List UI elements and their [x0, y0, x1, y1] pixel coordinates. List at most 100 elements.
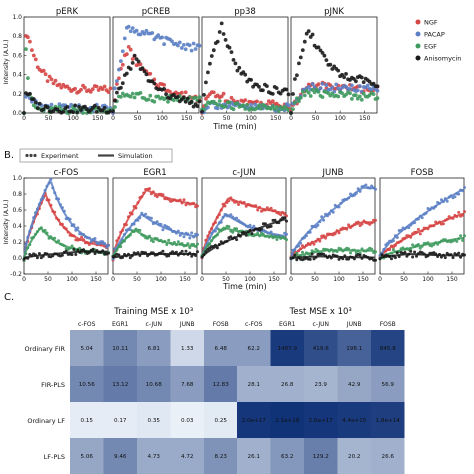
data-point: [285, 219, 288, 223]
data-point: [354, 93, 358, 98]
heatmap-cell-value: 129.2: [313, 454, 329, 460]
data-point: [357, 84, 362, 88]
data-point: [215, 39, 220, 44]
data-point: [53, 191, 57, 195]
data-point: [130, 254, 134, 258]
y-tick-label: 0.0: [12, 110, 22, 117]
data-point: [26, 76, 30, 80]
data-point: [172, 240, 176, 244]
heatmap-cell-value: 10.56: [79, 382, 95, 388]
data-point: [320, 81, 325, 86]
subplot-egr1: EGR1 0 50 100 150: [111, 168, 199, 283]
data-point: [350, 97, 354, 101]
heatmap-cell: [70, 330, 104, 366]
subplot-pp38: pp38 0 50 100 150: [200, 7, 291, 122]
heatmap-cell: [371, 402, 405, 438]
data-point: [117, 67, 121, 72]
data-point: [168, 96, 172, 101]
data-point: [211, 48, 216, 53]
data-point: [342, 75, 346, 80]
data-point: [274, 86, 279, 90]
data-point: [130, 26, 135, 30]
y-axis-label-a: Intensity (A.U.): [3, 40, 10, 85]
data-point: [243, 72, 248, 77]
data-point: [113, 86, 117, 91]
data-point: [371, 92, 376, 96]
data-point: [274, 105, 279, 109]
data-point: [413, 221, 417, 225]
data-point: [293, 77, 297, 81]
y-tick-label: 0.8: [12, 33, 22, 40]
data-point: [90, 87, 95, 91]
series-ngf: [111, 187, 199, 262]
heatmap-cell: [270, 438, 304, 474]
data-point: [258, 234, 262, 238]
legend-marker-anisomycin: [415, 55, 421, 61]
data-point: [105, 245, 109, 249]
data-point: [192, 242, 196, 246]
data-point: [211, 90, 216, 95]
data-point: [185, 96, 190, 101]
data-point: [291, 256, 295, 260]
x-tick-label: 100: [245, 115, 257, 122]
data-point: [299, 247, 303, 251]
panel-c: Training MSE x 10³ c-FOS EGR1 c-JUN JUNB FOSB…: [25, 307, 405, 474]
data-point: [215, 246, 219, 250]
data-point: [241, 103, 246, 108]
data-point: [78, 246, 82, 250]
data-point: [217, 30, 222, 34]
data-point: [182, 235, 186, 239]
heatmap-cell: [371, 330, 405, 366]
x-tick-label: 50: [45, 115, 53, 122]
data-point: [223, 38, 228, 42]
heatmap-column-label: c-FOS: [245, 321, 263, 328]
data-point: [293, 248, 297, 252]
data-point: [148, 71, 153, 76]
x-tick-label: 0: [200, 115, 204, 122]
data-point: [354, 79, 358, 84]
data-point: [33, 100, 38, 105]
data-point: [219, 208, 223, 212]
data-point: [445, 217, 449, 221]
data-point: [37, 252, 41, 255]
data-point: [438, 201, 441, 205]
data-point: [168, 89, 172, 94]
data-point: [31, 97, 36, 101]
data-point: [188, 251, 192, 255]
x-tick-label: 150: [359, 115, 371, 122]
data-point: [370, 184, 374, 188]
data-point: [316, 237, 320, 241]
data-point: [60, 253, 64, 257]
heatmap-row-label: LF-PLS: [44, 453, 65, 461]
data-point: [441, 222, 445, 226]
data-point: [439, 198, 443, 202]
data-point: [95, 249, 99, 253]
data-point: [79, 108, 83, 112]
data-point: [151, 251, 155, 255]
data-point: [81, 111, 85, 115]
data-point: [242, 230, 246, 234]
heatmap-cell-value: 5.04: [81, 346, 94, 352]
data-point: [393, 244, 397, 247]
data-point: [142, 31, 147, 36]
data-point: [308, 230, 312, 234]
data-point: [374, 218, 377, 222]
data-point: [45, 184, 49, 188]
data-point: [184, 203, 188, 207]
data-point: [443, 197, 447, 201]
data-point: [161, 228, 165, 232]
simulation-line: [290, 255, 375, 259]
data-point: [41, 68, 46, 73]
data-point: [235, 101, 240, 106]
data-point: [178, 251, 182, 255]
data-point: [128, 233, 132, 237]
heatmap-row-label: Ordinary LF: [27, 417, 65, 425]
data-point: [215, 215, 219, 219]
y-tick-label: 0.2: [12, 91, 22, 98]
x-tick-label: 50: [44, 276, 52, 283]
data-point: [108, 86, 113, 91]
data-point: [70, 244, 74, 248]
data-point: [60, 206, 64, 210]
data-point: [308, 243, 312, 246]
